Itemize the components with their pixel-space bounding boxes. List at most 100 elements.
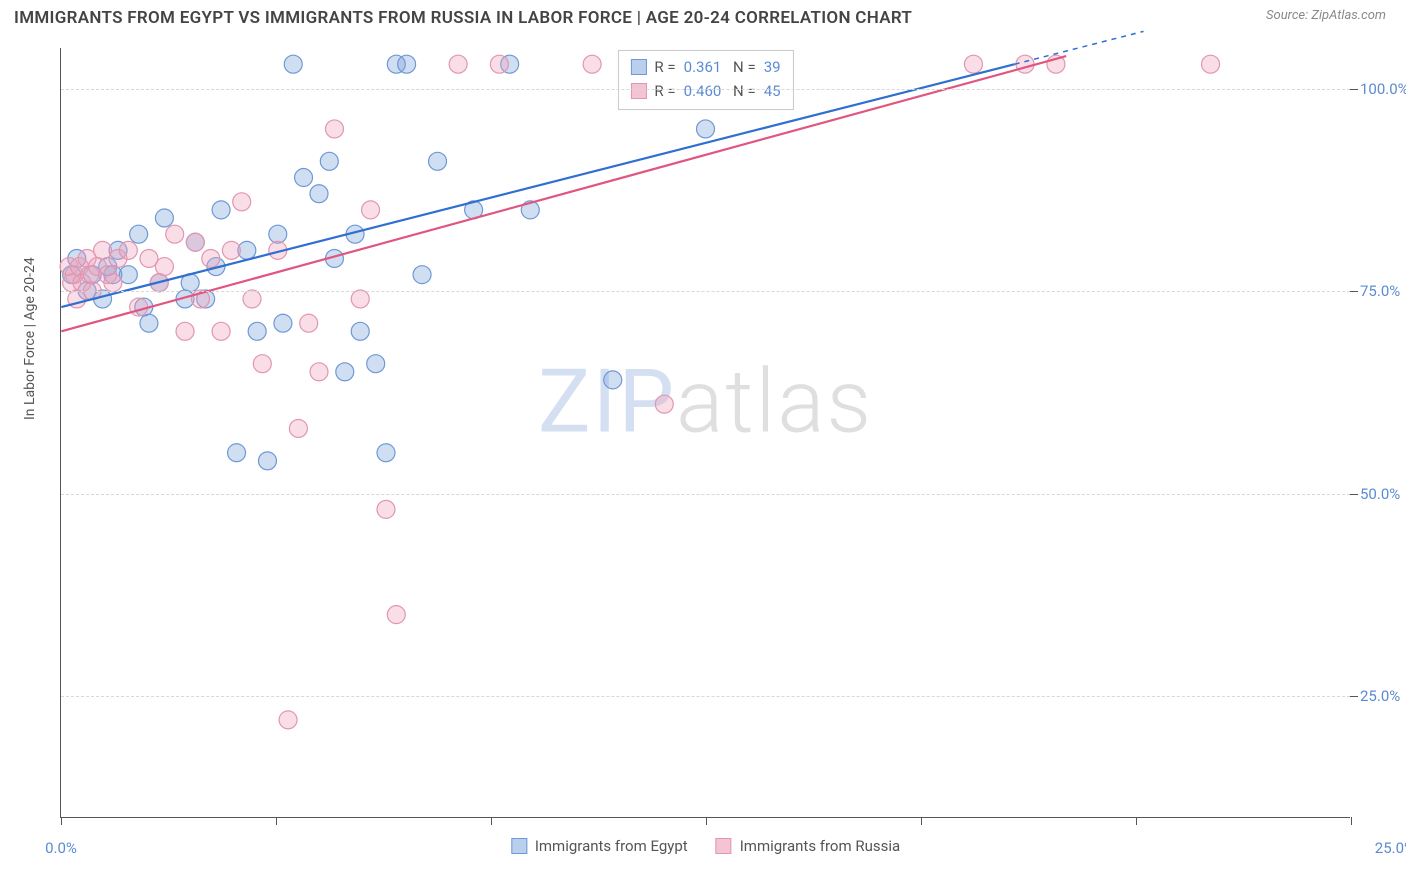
r-value-egypt: 0.361 bbox=[684, 55, 722, 79]
legend-row-russia: R = 0.460 N = 45 bbox=[630, 79, 780, 103]
data-point bbox=[248, 322, 266, 340]
data-point bbox=[202, 249, 220, 267]
x-tick-label-0: 0.0% bbox=[45, 839, 77, 857]
swatch-egypt bbox=[630, 59, 646, 75]
data-point bbox=[583, 55, 601, 73]
data-point bbox=[697, 120, 715, 138]
y-tick bbox=[1350, 494, 1358, 495]
data-point bbox=[269, 225, 287, 243]
series-legend: Immigrants from Egypt Immigrants from Ru… bbox=[511, 837, 900, 855]
legend-row-egypt: R = 0.361 N = 39 bbox=[630, 55, 780, 79]
y-tick bbox=[1350, 696, 1358, 697]
data-point bbox=[377, 444, 395, 462]
correlation-legend: R = 0.361 N = 39 R = 0.460 N = 45 bbox=[617, 50, 793, 110]
data-point bbox=[295, 169, 313, 187]
data-point bbox=[604, 371, 622, 389]
n-value-russia: 45 bbox=[764, 79, 781, 103]
data-point bbox=[398, 55, 416, 73]
data-point bbox=[212, 201, 230, 219]
n-value-egypt: 39 bbox=[764, 55, 781, 79]
data-point bbox=[104, 274, 122, 292]
data-point bbox=[310, 363, 328, 381]
swatch-russia bbox=[716, 838, 732, 854]
swatch-egypt bbox=[511, 838, 527, 854]
x-tick bbox=[1351, 817, 1352, 825]
data-point bbox=[320, 152, 338, 170]
data-point bbox=[176, 322, 194, 340]
data-point bbox=[130, 298, 148, 316]
data-point bbox=[279, 711, 297, 729]
y-tick-label: 100.0% bbox=[1360, 80, 1406, 98]
y-tick-label: 50.0% bbox=[1360, 485, 1406, 503]
legend-label-russia: Immigrants from Russia bbox=[740, 837, 900, 855]
data-point bbox=[289, 419, 307, 437]
data-point bbox=[429, 152, 447, 170]
data-point bbox=[155, 209, 173, 227]
data-point bbox=[212, 322, 230, 340]
data-point bbox=[413, 266, 431, 284]
x-tick bbox=[921, 817, 922, 825]
data-point bbox=[300, 314, 318, 332]
data-point bbox=[258, 452, 276, 470]
y-tick bbox=[1350, 89, 1358, 90]
gridline-h bbox=[61, 291, 1350, 292]
data-point bbox=[655, 395, 673, 413]
data-point bbox=[233, 193, 251, 211]
data-point bbox=[166, 225, 184, 243]
x-tick bbox=[1136, 817, 1137, 825]
data-point bbox=[186, 233, 204, 251]
data-point bbox=[351, 322, 369, 340]
data-point bbox=[284, 55, 302, 73]
x-tick bbox=[491, 817, 492, 825]
y-tick-label: 75.0% bbox=[1360, 282, 1406, 300]
data-point bbox=[310, 185, 328, 203]
n-label: N = bbox=[729, 55, 755, 79]
data-point bbox=[367, 355, 385, 373]
data-point bbox=[449, 55, 467, 73]
legend-item-russia: Immigrants from Russia bbox=[716, 837, 900, 855]
x-tick bbox=[276, 817, 277, 825]
chart-title: IMMIGRANTS FROM EGYPT VS IMMIGRANTS FROM… bbox=[14, 8, 912, 28]
swatch-russia bbox=[630, 83, 646, 99]
x-tick-label-25: 25.0% bbox=[1375, 839, 1406, 857]
data-point bbox=[387, 606, 405, 624]
data-point bbox=[155, 258, 173, 276]
r-label: R = bbox=[654, 55, 675, 79]
r-label: R = bbox=[654, 79, 675, 103]
y-tick bbox=[1350, 291, 1358, 292]
trend-line-dashed bbox=[1015, 31, 1144, 64]
data-point bbox=[377, 500, 395, 518]
x-tick bbox=[706, 817, 707, 825]
plot-area: ZIPatlas R = 0.361 N = 39 R = 0.460 N = … bbox=[60, 48, 1350, 818]
gridline-h bbox=[61, 89, 1350, 90]
data-point bbox=[274, 314, 292, 332]
x-tick bbox=[61, 817, 62, 825]
data-point bbox=[362, 201, 380, 219]
data-point bbox=[490, 55, 508, 73]
r-value-russia: 0.460 bbox=[684, 79, 722, 103]
data-point bbox=[964, 55, 982, 73]
trend-line bbox=[61, 56, 1066, 331]
data-point bbox=[243, 290, 261, 308]
data-point bbox=[351, 290, 369, 308]
chart-svg bbox=[61, 48, 1350, 817]
legend-item-egypt: Immigrants from Egypt bbox=[511, 837, 688, 855]
data-point bbox=[325, 120, 343, 138]
gridline-h bbox=[61, 494, 1350, 495]
data-point bbox=[253, 355, 271, 373]
data-point bbox=[140, 314, 158, 332]
n-label: N = bbox=[729, 79, 755, 103]
y-axis-label: In Labor Force | Age 20-24 bbox=[22, 257, 38, 420]
data-point bbox=[119, 241, 137, 259]
data-point bbox=[222, 241, 240, 259]
trend-line bbox=[61, 64, 1014, 307]
source-attribution: Source: ZipAtlas.com bbox=[1266, 8, 1386, 23]
data-point bbox=[130, 225, 148, 243]
gridline-h bbox=[61, 696, 1350, 697]
data-point bbox=[228, 444, 246, 462]
data-point bbox=[336, 363, 354, 381]
y-tick-label: 25.0% bbox=[1360, 687, 1406, 705]
legend-label-egypt: Immigrants from Egypt bbox=[535, 837, 688, 855]
data-point bbox=[1016, 55, 1034, 73]
data-point bbox=[1202, 55, 1220, 73]
